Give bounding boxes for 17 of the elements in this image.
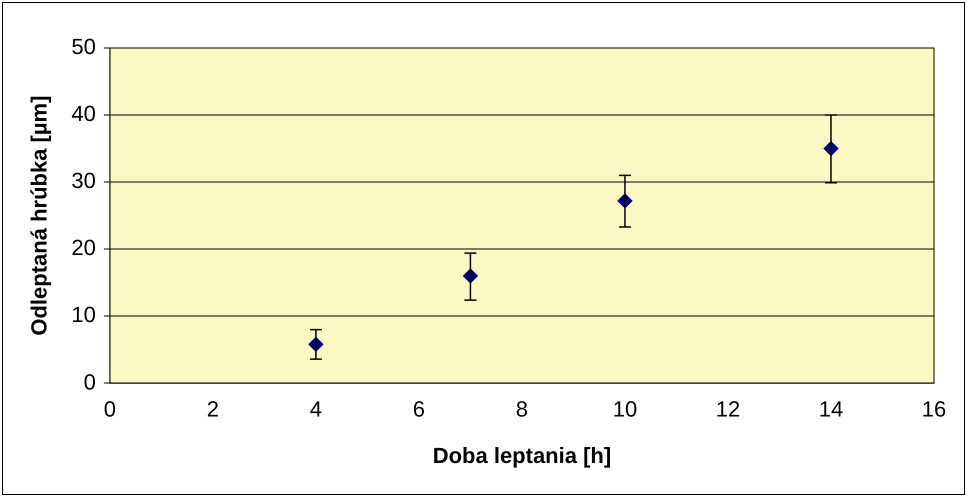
- x-axis-title: Doba leptania [h]: [432, 442, 612, 468]
- y-tick-label: 50: [71, 34, 96, 60]
- y-tick-label: 40: [71, 101, 96, 126]
- x-tick-label: 16: [922, 396, 946, 422]
- y-axis-title: Odleptaná hrúbka [µm]: [26, 96, 52, 336]
- x-tick-label: 14: [818, 396, 844, 422]
- y-tick-label: 10: [71, 302, 96, 328]
- x-tick-label: 12: [716, 396, 740, 422]
- x-tick-label: 4: [310, 396, 322, 422]
- x-tick-label: 2: [206, 396, 220, 422]
- x-tick-label: 10: [612, 396, 638, 422]
- x-tick-label: 6: [412, 396, 426, 422]
- y-tick-label: 0: [84, 369, 96, 394]
- x-tick-label: 8: [516, 396, 528, 422]
- y-tick-label: 20: [71, 235, 96, 260]
- y-tick-label: 30: [71, 168, 96, 194]
- x-tick-label: 0: [104, 396, 116, 422]
